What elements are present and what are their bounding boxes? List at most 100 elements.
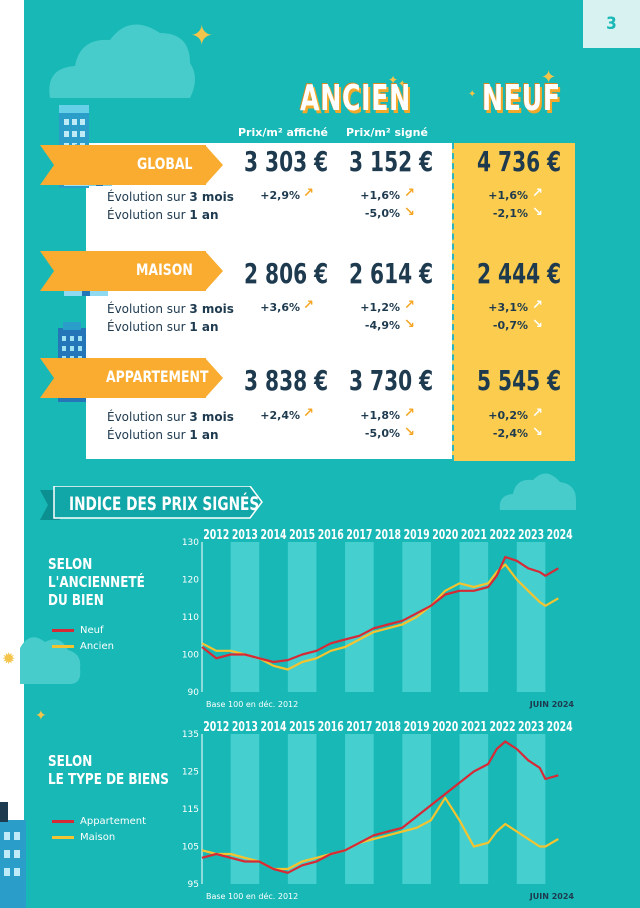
- row-label-global: GLOBAL: [137, 154, 193, 173]
- price-appartement-signe: 3 730 €: [349, 364, 434, 397]
- y-tick-label: 115: [182, 805, 199, 815]
- ribbon-tip: [205, 145, 223, 185]
- sparkle-icon: ✦: [190, 20, 214, 51]
- evo-label-1y: Évolution sur 1 an: [107, 208, 219, 222]
- evo-appartement-signe-1y: -5,0%: [364, 427, 400, 440]
- y-tick-label: 95: [188, 880, 199, 890]
- legend-item-maison: Maison: [52, 832, 115, 843]
- x-tick-label: 2023: [518, 526, 544, 542]
- y-tick-label: 125: [182, 768, 199, 778]
- chart2-title: SELON LE TYPE DE BIENS: [48, 752, 169, 788]
- x-tick-label: 2013: [232, 526, 258, 542]
- y-tick-label: 120: [182, 576, 199, 586]
- chart-note: Base 100 en déc. 2012: [206, 891, 298, 901]
- x-tick-label: 2021: [461, 526, 487, 542]
- arrow-up-icon: ↗: [404, 186, 415, 201]
- ribbon-tip: [205, 358, 223, 398]
- x-tick-label: 2017: [346, 718, 372, 734]
- y-tick-label: 90: [188, 688, 200, 698]
- evo-maison-signe-3m: +1,2%: [360, 301, 400, 314]
- evo-maison-neuf-3m: +3,1%: [488, 301, 528, 314]
- legend-item-neuf: Neuf: [52, 625, 104, 636]
- year-band: [459, 542, 489, 692]
- y-tick-label: 110: [182, 613, 199, 623]
- x-tick-label: 2020: [432, 718, 458, 734]
- y-tick-label: 135: [182, 730, 199, 740]
- building-bottom-left-icon: [0, 802, 26, 908]
- x-tick-label: 2012: [203, 526, 229, 542]
- year-band: [287, 542, 317, 692]
- x-tick-label: 2024: [547, 526, 573, 542]
- cloud-left-middle-icon: [20, 637, 81, 684]
- sun-icon: ✹: [2, 651, 16, 668]
- series-line: [201, 555, 559, 664]
- x-tick-label: 2024: [547, 718, 573, 734]
- evo-maison-affiche-3m: +3,6%: [260, 301, 300, 314]
- price-global-signe: 3 152 €: [349, 145, 434, 178]
- evo-label-3m: Évolution sur 3 mois: [107, 410, 234, 424]
- evo-global-signe-1y: -5,0%: [364, 207, 400, 220]
- evo-label-1y: Évolution sur 1 an: [107, 320, 219, 334]
- arrow-up-icon: ↗: [303, 298, 314, 313]
- arrow-down-icon: ↘: [532, 205, 543, 220]
- y-tick-label: 130: [182, 538, 199, 548]
- arrow-down-icon: ↘: [532, 425, 543, 440]
- evo-global-neuf-3m: +1,6%: [488, 189, 528, 202]
- arrow-up-icon: ↗: [532, 298, 543, 313]
- arrow-down-icon: ↘: [532, 317, 543, 332]
- x-tick-label: 2019: [404, 718, 430, 734]
- price-global-neuf: 4 736 €: [477, 145, 562, 178]
- x-tick-label: 2022: [489, 718, 515, 734]
- x-tick-label: 2018: [375, 718, 401, 734]
- x-tick-label: 2020: [432, 526, 458, 542]
- price-maison-affiche: 2 806 €: [244, 257, 329, 290]
- x-tick-label: 2012: [203, 718, 229, 734]
- x-tick-label: 2021: [461, 718, 487, 734]
- y-tick-label: 105: [182, 843, 199, 853]
- x-tick-label: 2014: [261, 718, 287, 734]
- series-line: [201, 563, 559, 671]
- year-band: [345, 734, 374, 884]
- ribbon-maison: [108, 251, 206, 291]
- x-tick-label: 2014: [261, 526, 287, 542]
- evo-label-1y: Évolution sur 1 an: [107, 428, 219, 442]
- legend-item-appartement: Appartement: [52, 816, 146, 827]
- year-band: [230, 542, 260, 692]
- x-tick-label: 2017: [346, 526, 372, 542]
- year-band: [516, 734, 546, 884]
- row-label-maison: MAISON: [136, 260, 193, 279]
- price-appartement-neuf: 5 545 €: [477, 364, 562, 397]
- header-prix-affiche: Prix/m² affiché: [238, 126, 328, 139]
- evo-maison-signe-1y: -4,9%: [364, 319, 400, 332]
- x-tick-label: 2018: [375, 526, 401, 542]
- chart-anciennete: 2012 2013 2014 2015 2016 2017 2018 2019 2020 2021…: [182, 526, 575, 709]
- arrow-up-icon: ↗: [404, 406, 415, 421]
- sparkle-icon: ✦: [468, 89, 477, 100]
- arrow-down-icon: ↘: [404, 317, 415, 332]
- sparkle-icon: ✦: [35, 707, 47, 723]
- arrow-up-icon: ↗: [404, 298, 415, 313]
- price-maison-signe: 2 614 €: [349, 257, 434, 290]
- x-tick-label: 2015: [289, 718, 315, 734]
- year-band: [516, 542, 546, 692]
- arrow-up-icon: ↗: [303, 186, 314, 201]
- y-tick-label: 100: [182, 651, 199, 661]
- evo-appartement-neuf-3m: +0,2%: [488, 409, 528, 422]
- arrow-down-icon: ↘: [404, 425, 415, 440]
- x-tick-label: 2019: [404, 526, 430, 542]
- neuf-title: NEUF: [482, 78, 561, 119]
- ribbon-tail: [40, 358, 110, 398]
- ribbon-tip: [205, 251, 223, 291]
- row-label-appartement: APPARTEMENT: [106, 367, 209, 386]
- x-tick-label: 2022: [489, 526, 515, 542]
- x-tick-label: 2016: [318, 718, 344, 734]
- page-number: 3: [583, 0, 640, 48]
- x-tick-label: 2015: [289, 526, 315, 542]
- year-band: [345, 542, 374, 692]
- evo-maison-neuf-1y: -0,7%: [492, 319, 528, 332]
- chart-date: JUIN 2024: [529, 892, 575, 901]
- x-tick-label: 2023: [518, 718, 544, 734]
- section-ribbon-shape: [40, 486, 263, 520]
- evo-appartement-neuf-1y: -2,4%: [492, 427, 528, 440]
- ribbon-tail: [40, 251, 110, 291]
